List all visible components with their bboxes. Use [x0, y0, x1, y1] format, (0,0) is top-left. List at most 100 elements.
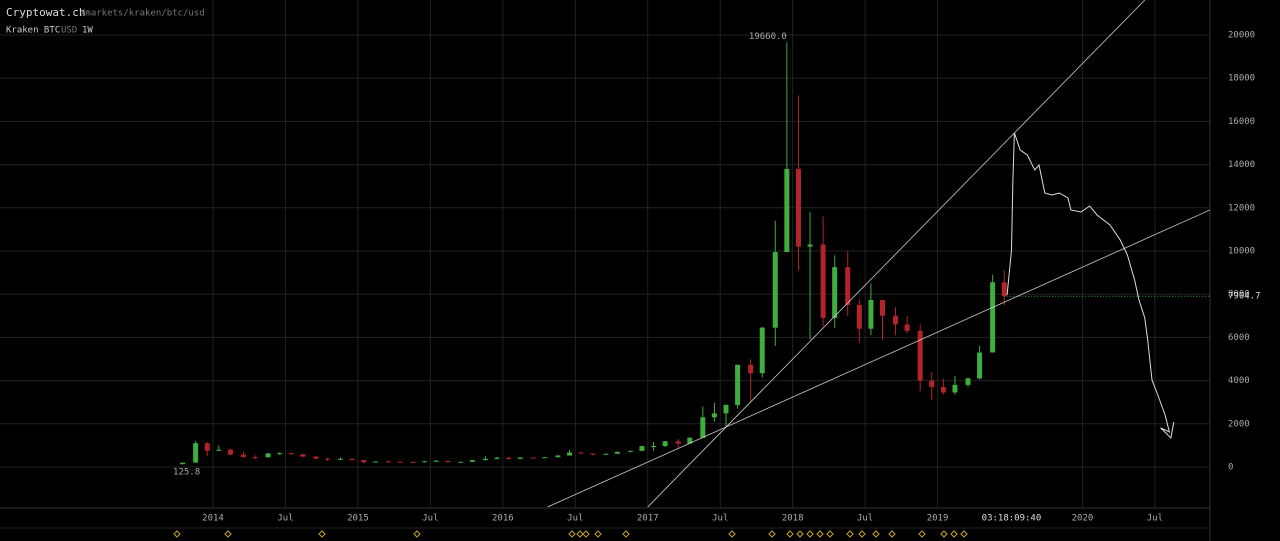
- high-label: 19660.0: [749, 32, 787, 42]
- candle-body: [372, 461, 378, 463]
- candle-body: [856, 304, 862, 329]
- y-tick-label: 2000: [1228, 419, 1250, 429]
- last-price-label: 7904.7: [1228, 292, 1261, 302]
- y-tick-label: 6000: [1228, 333, 1250, 343]
- y-tick-label: 4000: [1228, 376, 1250, 386]
- y-tick-label: 14000: [1228, 160, 1255, 170]
- x-tick-label: 2018: [782, 514, 804, 524]
- candle-body: [977, 352, 983, 379]
- x-tick-label: Jul: [1147, 514, 1163, 524]
- x-tick-label: 2015: [347, 514, 369, 524]
- candle-body: [675, 441, 681, 444]
- candle-body: [252, 457, 258, 459]
- candle-body: [603, 453, 609, 455]
- candle-body: [338, 458, 344, 460]
- candle-body: [530, 457, 536, 459]
- candle-body: [578, 452, 584, 454]
- candle-body: [542, 457, 548, 459]
- countdown: 03:18:09:40: [982, 514, 1042, 524]
- candle-body: [917, 330, 923, 381]
- candle-body: [313, 456, 319, 459]
- candle-body: [193, 443, 199, 463]
- candle-body: [940, 387, 946, 393]
- candle-body: [349, 458, 355, 461]
- candle-body: [265, 453, 271, 458]
- x-tick-label: Jul: [277, 514, 293, 524]
- candle-body: [952, 384, 958, 393]
- market-path[interactable]: /markets/kraken/btc/usd: [80, 9, 205, 19]
- x-tick-label: 2019: [927, 514, 949, 524]
- candle-body: [458, 461, 464, 463]
- candle-body: [832, 267, 838, 318]
- candle-body: [904, 324, 910, 331]
- candle-body: [590, 453, 596, 455]
- candle-body: [893, 315, 899, 325]
- trendline: [547, 209, 1211, 508]
- y-tick-label: 0: [1228, 462, 1233, 472]
- candle-body: [723, 404, 729, 414]
- candle-body: [216, 449, 222, 451]
- candle-body: [240, 454, 246, 458]
- candle-body: [687, 437, 693, 444]
- x-tick-label: Jul: [712, 514, 728, 524]
- y-tick-label: 16000: [1228, 117, 1255, 127]
- y-tick-label: 8000: [1228, 290, 1250, 300]
- trendline: [647, 0, 1146, 508]
- candle-body: [433, 460, 439, 462]
- candle-body: [555, 455, 561, 458]
- candle-body: [990, 282, 996, 353]
- candle-body: [880, 300, 886, 316]
- candle-body: [566, 452, 572, 456]
- candle-body: [759, 327, 765, 374]
- candle-body: [180, 462, 186, 465]
- y-tick-label: 20000: [1228, 30, 1255, 40]
- y-tick-label: 10000: [1228, 246, 1255, 256]
- candle-body: [288, 453, 294, 455]
- x-tick-label: Jul: [422, 514, 438, 524]
- candle-body: [784, 168, 790, 253]
- candle-body: [385, 461, 391, 463]
- candle-body: [735, 364, 741, 405]
- candle-body: [445, 460, 451, 462]
- candle-body: [506, 457, 512, 459]
- period[interactable]: 1W: [82, 26, 93, 36]
- candle-body: [482, 458, 488, 461]
- x-tick-label: 2020: [1072, 514, 1094, 524]
- y-tick-label: 18000: [1228, 74, 1255, 84]
- x-tick-label: 2014: [202, 514, 224, 524]
- x-tick-label: Jul: [857, 514, 873, 524]
- candle-body: [277, 453, 283, 455]
- candle-body: [1001, 282, 1007, 297]
- candle-body: [639, 446, 645, 451]
- candle-body: [711, 413, 717, 418]
- candle-body: [494, 457, 500, 459]
- candle-body: [651, 446, 657, 448]
- candle-body: [614, 451, 620, 454]
- candle-body: [324, 458, 330, 460]
- quote-currency: USD: [61, 26, 77, 36]
- candle-body: [820, 244, 826, 318]
- event-markers[interactable]: [173, 530, 968, 538]
- candle-body: [700, 417, 706, 438]
- candle-body: [807, 244, 813, 247]
- exchange-pair: Kraken BTC: [6, 26, 60, 36]
- candle-body: [410, 461, 416, 463]
- x-tick-label: 2016: [492, 514, 514, 524]
- candle-body: [868, 300, 874, 329]
- candle-body: [204, 443, 210, 451]
- candle-body: [662, 441, 668, 447]
- candle-body: [929, 380, 935, 388]
- candle-body: [227, 449, 233, 455]
- low-label: 125.8: [173, 468, 200, 478]
- candle-body: [748, 364, 754, 374]
- site-title[interactable]: Cryptowat.ch: [6, 6, 85, 19]
- x-tick-label: 2017: [637, 514, 659, 524]
- candle-body: [517, 457, 523, 459]
- candle-body: [772, 252, 778, 328]
- x-tick-label: Jul: [567, 514, 583, 524]
- candle-body: [795, 168, 801, 247]
- candle-body: [845, 267, 851, 305]
- candle-body: [361, 460, 367, 463]
